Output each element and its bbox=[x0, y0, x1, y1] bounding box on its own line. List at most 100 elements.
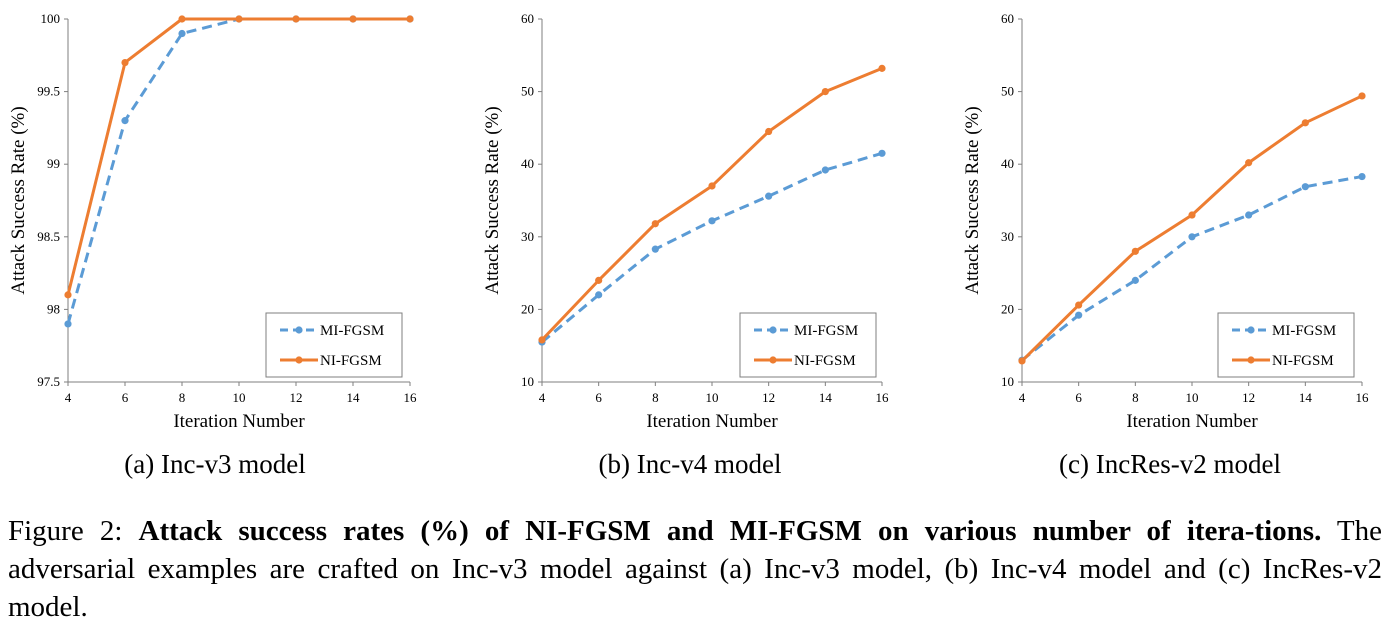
chart-b-series-ni-fgsm-point bbox=[651, 220, 659, 228]
chart-a-y-tick-label: 97.5 bbox=[37, 374, 60, 389]
chart-c-series-mi-fgsm-point bbox=[1188, 233, 1196, 241]
chart-panel-b: 10 20 30 40 50 60 4 6 8 10 12 14 16 Iteration Number A… bbox=[480, 0, 940, 440]
chart-c-x-tick-label: 12 bbox=[1242, 390, 1255, 405]
chart-b-x-tick-label: 16 bbox=[876, 390, 890, 405]
chart-a-y-tick-label: 99 bbox=[47, 156, 60, 171]
chart-c-series-ni-fgsm-point bbox=[1018, 357, 1026, 365]
figure-caption: Figure 2: Attack success rates (%) of NI… bbox=[8, 512, 1382, 626]
chart-c-series-ni-fgsm-point bbox=[1358, 92, 1366, 100]
chart-a-series-mi-fgsm-line bbox=[66, 17, 410, 325]
chart-panel-a: 97.5 98 98.5 99 99.5 100 4 6 8 10 12 14 16 Iteration … bbox=[0, 0, 460, 440]
chart-a-y-title: Attack Success Rate (%) bbox=[8, 106, 29, 294]
chart-a-x-tick-label: 4 bbox=[65, 390, 72, 405]
chart-a-series-mi-fgsm-point bbox=[64, 320, 72, 328]
chart-b-legend-ni-fgsm-marker bbox=[769, 356, 777, 364]
chart-c-series-ni-fgsm-point bbox=[1301, 119, 1309, 127]
chart-c-y-tick-label: 60 bbox=[1001, 11, 1014, 26]
chart-c-x-tick-label: 6 bbox=[1075, 390, 1082, 405]
chart-c-series-ni-fgsm-point bbox=[1075, 301, 1083, 309]
chart-c-series-ni-fgsm-point bbox=[1188, 211, 1196, 219]
chart-b-series-mi-fgsm-point bbox=[878, 149, 886, 157]
chart-c-y-tick-label: 40 bbox=[1001, 156, 1014, 171]
chart-c-x-tick-label: 14 bbox=[1299, 390, 1313, 405]
chart-a-x-title: Iteration Number bbox=[173, 411, 305, 432]
chart-c-series-ni-fgsm-point bbox=[1131, 247, 1139, 255]
chart-c-x-tick-label: 8 bbox=[1132, 390, 1139, 405]
chart-a-y-tick-label: 99.5 bbox=[37, 84, 60, 99]
chart-panel-c: 10 20 30 40 50 60 4 6 8 10 12 14 16 Iteration Number A… bbox=[960, 0, 1390, 440]
chart-b-series-mi-fgsm-point bbox=[765, 192, 773, 200]
chart-b-x-tick-label: 14 bbox=[819, 390, 833, 405]
chart-b-x-tick-label: 10 bbox=[706, 390, 719, 405]
chart-b-y-tick-label: 30 bbox=[521, 229, 534, 244]
chart-a-legend-mi-fgsm-label: MI-FGSM bbox=[320, 323, 384, 339]
chart-b-legend-box bbox=[739, 312, 877, 378]
chart-a-series-ni-fgsm-point bbox=[235, 15, 243, 23]
chart-c-legend-ni-fgsm-label: NI-FGSM bbox=[1272, 353, 1334, 369]
chart-a-y-tick-label: 98.5 bbox=[37, 229, 60, 244]
chart-a-legend-box bbox=[265, 312, 403, 378]
chart-a-legend-ni-fgsm-label: NI-FGSM bbox=[320, 353, 382, 369]
chart-a-x-tick-label: 12 bbox=[290, 390, 303, 405]
chart-a-x-tick-label: 8 bbox=[179, 390, 186, 405]
chart-c-y-tick-label: 50 bbox=[1001, 84, 1014, 99]
chart-c-x-tick-label: 10 bbox=[1186, 390, 1199, 405]
chart-a-x-tick-label: 14 bbox=[347, 390, 361, 405]
chart-a-series-ni-fgsm-point bbox=[64, 291, 72, 299]
chart-a-series-ni-fgsm-point bbox=[406, 15, 414, 23]
chart-b-legend-mi-fgsm-marker bbox=[769, 326, 777, 334]
chart-a-series-mi-fgsm-point bbox=[178, 29, 186, 38]
chart-b-legend-ni-fgsm-label: NI-FGSM bbox=[794, 353, 856, 369]
chart-b-svg: 10 20 30 40 50 60 4 6 8 10 12 14 16 Iteration Number A… bbox=[482, 11, 890, 432]
chart-b-series-ni-fgsm-point bbox=[708, 182, 716, 190]
chart-b-series-ni-fgsm-point bbox=[765, 127, 773, 136]
chart-b-x-title: Iteration Number bbox=[646, 411, 778, 432]
chart-b-x-tick-label: 8 bbox=[652, 390, 659, 405]
chart-b-series-mi-fgsm-point bbox=[595, 291, 603, 299]
figure-caption-bold: Attack success rates (%) of NI-FGSM and … bbox=[138, 515, 1322, 547]
subcaption-b: (b) Inc-v4 model bbox=[598, 449, 782, 479]
chart-b-series-mi-fgsm-point bbox=[708, 217, 716, 225]
chart-b-y-tick-label: 40 bbox=[521, 156, 534, 171]
chart-c-legend-mi-fgsm-label: MI-FGSM bbox=[1272, 323, 1336, 339]
figure-caption-prefix: Figure 2: bbox=[8, 515, 139, 547]
chart-c-x-title: Iteration Number bbox=[1126, 411, 1258, 432]
chart-a-legend-mi-fgsm-marker bbox=[295, 326, 303, 334]
chart-c-legend-ni-fgsm-marker bbox=[1247, 356, 1255, 364]
chart-a-y-tick-label: 100 bbox=[41, 11, 61, 26]
chart-a-series-ni-fgsm-point bbox=[292, 15, 300, 23]
chart-b-series-ni-fgsm-point bbox=[878, 64, 886, 72]
chart-b-y-tick-label: 60 bbox=[521, 11, 534, 26]
chart-c-legend-box bbox=[1217, 312, 1355, 378]
chart-a-series-ni-fgsm-point bbox=[178, 15, 186, 23]
figure-caption-text: The adversarial examples are crafted on … bbox=[8, 515, 1383, 623]
chart-b-x-tick-label: 4 bbox=[539, 390, 546, 405]
chart-c-series-ni-fgsm-point bbox=[1245, 159, 1253, 167]
chart-c-series-mi-fgsm-point bbox=[1301, 183, 1309, 191]
chart-c-y-tick-label: 10 bbox=[1001, 374, 1014, 389]
chart-b-series-ni-fgsm-point bbox=[595, 276, 603, 284]
chart-c-legend-mi-fgsm-marker bbox=[1247, 326, 1255, 334]
chart-b-x-tick-label: 12 bbox=[762, 390, 775, 405]
chart-b-series-ni-fgsm-point bbox=[821, 88, 829, 96]
chart-c-series-mi-fgsm-point bbox=[1131, 276, 1139, 284]
chart-a-series-mi-fgsm-point bbox=[121, 117, 129, 125]
chart-b-series-ni-fgsm-point bbox=[538, 336, 546, 344]
chart-b-y-tick-label: 10 bbox=[521, 374, 534, 389]
subcaption-c: (c) IncRes-v2 model bbox=[1059, 449, 1281, 479]
chart-c-svg: 10 20 30 40 50 60 4 6 8 10 12 14 16 Iteration Number A… bbox=[962, 11, 1369, 432]
chart-b-series-mi-fgsm-point bbox=[821, 166, 829, 174]
chart-a-x-tick-label: 6 bbox=[122, 390, 129, 405]
subcaption-a: (a) Inc-v3 model bbox=[124, 449, 306, 479]
chart-c-series-mi-fgsm-point bbox=[1245, 211, 1253, 219]
chart-a-series-ni-fgsm-point bbox=[349, 15, 357, 23]
chart-b-y-tick-label: 50 bbox=[521, 84, 534, 99]
chart-b-x-tick-label: 6 bbox=[595, 390, 602, 405]
chart-b-y-title: Attack Success Rate (%) bbox=[482, 106, 503, 294]
chart-a-series-ni-fgsm-point bbox=[121, 58, 129, 67]
chart-a-x-tick-label: 10 bbox=[233, 390, 246, 405]
chart-a-x-tick-label: 16 bbox=[404, 390, 418, 405]
chart-a-y-tick-label: 98 bbox=[47, 301, 60, 316]
chart-c-y-title: Attack Success Rate (%) bbox=[962, 106, 983, 294]
chart-b-y-tick-label: 20 bbox=[521, 301, 534, 316]
